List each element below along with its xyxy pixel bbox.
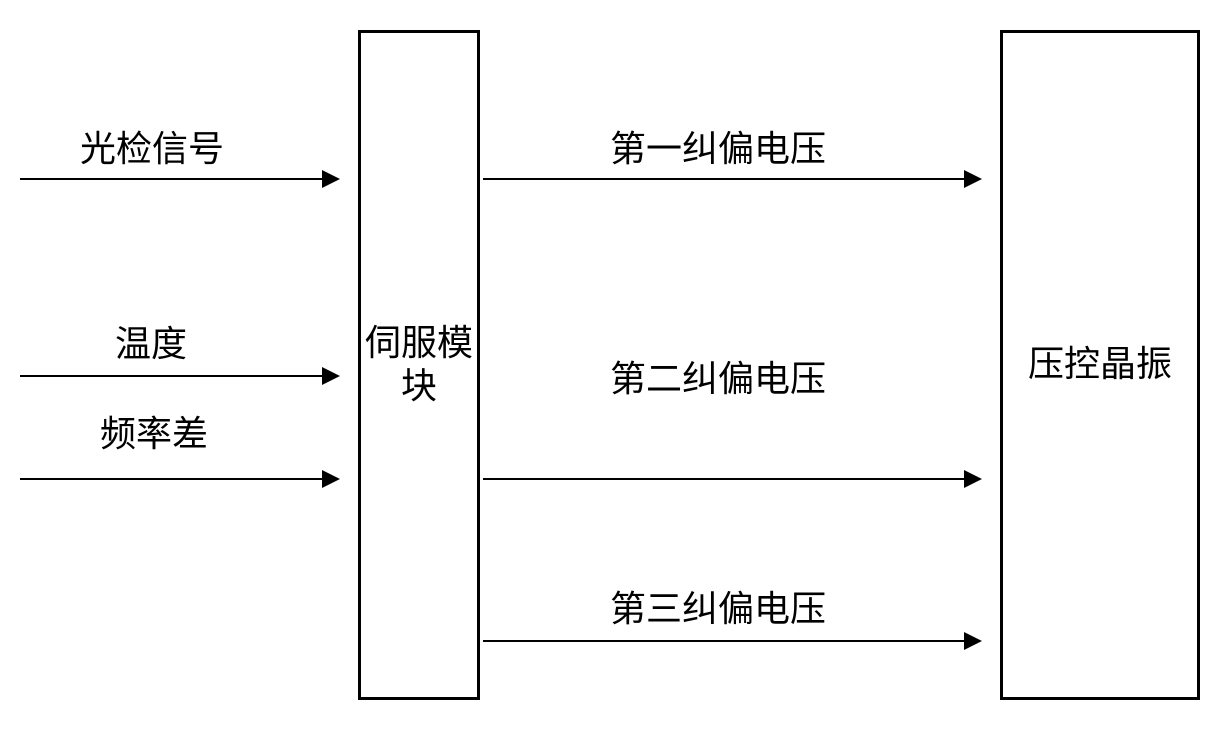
voltage3-arrow: [483, 640, 980, 642]
voltage2-label: 第二纠偏电压: [610, 350, 826, 402]
temperature-label: 温度: [115, 315, 187, 367]
optical-signal-arrow: [20, 178, 338, 180]
block-diagram: 伺服模块 压控晶振 光检信号 温度 频率差 第一纠偏电压 第二纠偏电压 第三纠偏…: [0, 0, 1212, 731]
vcxo-label: 压控晶振: [1028, 343, 1172, 386]
frequency-diff-label: 频率差: [100, 405, 208, 457]
servo-module-label: 伺服模块: [361, 322, 477, 408]
servo-module-box: 伺服模块: [358, 30, 480, 700]
voltage1-label: 第一纠偏电压: [610, 120, 826, 172]
voltage1-arrow: [483, 178, 980, 180]
optical-signal-label: 光检信号: [80, 120, 224, 172]
frequency-diff-arrow: [20, 478, 338, 480]
voltage2-arrow: [483, 478, 980, 480]
temperature-arrow: [20, 375, 338, 377]
vcxo-box: 压控晶振: [1000, 30, 1200, 700]
voltage3-label: 第三纠偏电压: [610, 580, 826, 632]
